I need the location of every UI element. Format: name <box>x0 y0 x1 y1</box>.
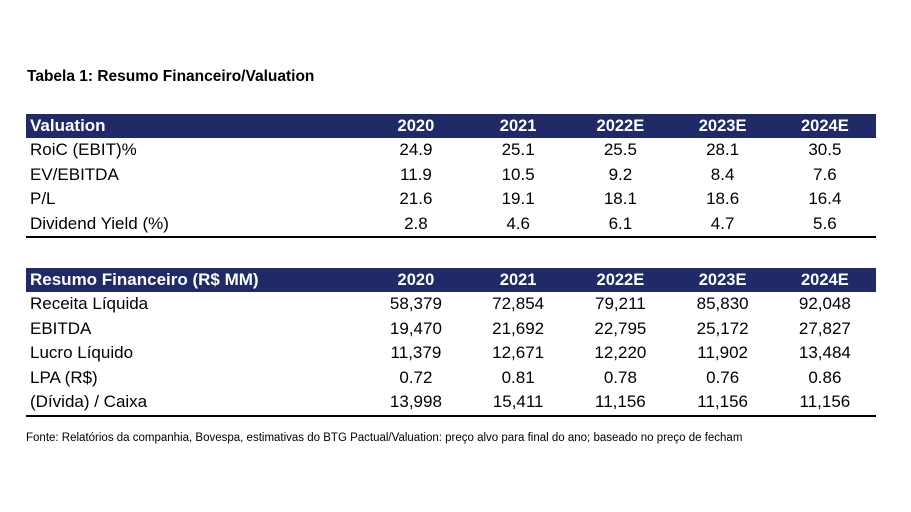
table-title: Tabela 1: Resumo Financeiro/Valuation <box>27 68 315 85</box>
cell-value: 0.72 <box>399 367 433 387</box>
table-row: Receita Líquida 58,379 72,854 79,211 85,… <box>26 292 876 317</box>
cell-value: 21.6 <box>399 189 433 209</box>
valuation-header-year: 2024E <box>801 116 849 135</box>
cell-value: 92,048 <box>798 294 851 314</box>
row-label: EV/EBITDA <box>30 164 119 184</box>
cell-value: 11.9 <box>400 164 432 184</box>
cell-value: 13,484 <box>798 343 851 363</box>
cell-value: 10.5 <box>501 164 535 184</box>
cell-value: 4.6 <box>467 211 570 238</box>
financial-header-year: 2023E <box>698 270 747 289</box>
table-row: (Dívida) / Caixa 13,998 15,411 11,156 11… <box>26 390 876 417</box>
row-label: Dividend Yield (%) <box>26 211 365 238</box>
financial-summary-table: Resumo Financeiro (R$ MM) 2020 2021 2022… <box>26 268 876 417</box>
cell-value: 0.78 <box>603 367 637 387</box>
row-label: P/L <box>30 189 56 209</box>
cell-value: 85,830 <box>696 294 749 314</box>
table-row: P/L 21.6 19.1 18.1 18.6 16.4 <box>26 187 876 212</box>
valuation-header-year: 2023E <box>698 116 747 135</box>
cell-value: 28.1 <box>706 140 740 160</box>
cell-value: 18.1 <box>603 189 637 209</box>
cell-value: 25,172 <box>696 318 749 338</box>
cell-value: 9.2 <box>608 164 633 184</box>
cell-value: 22,795 <box>594 318 647 338</box>
valuation-header-year: 2020 <box>397 116 435 135</box>
valuation-table: Valuation 2020 2021 2022E 2023E 2024E Ro… <box>26 114 876 238</box>
financial-header-label: Resumo Financeiro (R$ MM) <box>30 270 259 289</box>
valuation-header-label: Valuation <box>30 116 106 135</box>
cell-value: 0.81 <box>501 367 535 387</box>
cell-value: 12,671 <box>492 343 545 363</box>
cell-value: 25.5 <box>603 140 637 160</box>
cell-value: 11,156 <box>671 390 774 417</box>
cell-value: 5.6 <box>773 211 876 238</box>
cell-value: 72,854 <box>492 294 545 314</box>
cell-value: 18.6 <box>706 189 740 209</box>
cell-value: 21,692 <box>492 318 545 338</box>
cell-value: 8.4 <box>710 164 735 184</box>
cell-value: 24.9 <box>399 140 433 160</box>
cell-value: 0.76 <box>706 367 740 387</box>
valuation-header-year: 2021 <box>499 116 537 135</box>
cell-value: 4.7 <box>671 211 774 238</box>
cell-value: 6.1 <box>569 211 672 238</box>
cell-value: 15,411 <box>467 390 570 417</box>
cell-value: 19,470 <box>389 318 442 338</box>
row-label: Receita Líquida <box>30 294 149 314</box>
cell-value: 0.86 <box>808 367 842 387</box>
table-row: RoiC (EBIT)% 24.9 25.1 25.5 28.1 30.5 <box>26 138 876 163</box>
table-row: LPA (R$) 0.72 0.81 0.78 0.76 0.86 <box>26 366 876 391</box>
row-label: RoiC (EBIT)% <box>30 140 137 160</box>
cell-value: 79,211 <box>595 294 646 314</box>
row-label: EBITDA <box>30 318 92 338</box>
cell-value: 58,379 <box>389 294 442 314</box>
financial-header-row: Resumo Financeiro (R$ MM) 2020 2021 2022… <box>26 268 876 292</box>
row-label: Lucro Líquido <box>30 343 134 363</box>
cell-value: 2.8 <box>364 211 468 238</box>
cell-value: 25.1 <box>501 140 535 160</box>
cell-value: 19.1 <box>501 189 535 209</box>
table-row: EV/EBITDA 11.9 10.5 9.2 8.4 7.6 <box>26 163 876 188</box>
financial-header-year: 2021 <box>499 270 537 289</box>
cell-value: 30.5 <box>808 140 842 160</box>
financial-header-year: 2022E <box>596 270 645 289</box>
cell-value: 11,379 <box>390 343 442 363</box>
table-row: Lucro Líquido 11,379 12,671 12,220 11,90… <box>26 341 876 366</box>
cell-value: 27,827 <box>798 318 851 338</box>
cell-value: 11,902 <box>697 343 748 363</box>
table-row: EBITDA 19,470 21,692 22,795 25,172 27,82… <box>26 317 876 342</box>
cell-value: 7.6 <box>813 164 837 184</box>
valuation-header-row: Valuation 2020 2021 2022E 2023E 2024E <box>26 114 876 138</box>
row-label: (Dívida) / Caixa <box>26 390 365 417</box>
cell-value: 13,998 <box>364 390 468 417</box>
table-row: Dividend Yield (%) 2.8 4.6 6.1 4.7 5.6 <box>26 211 876 238</box>
source-footnote: Fonte: Relatórios da companhia, Bovespa,… <box>26 432 743 444</box>
cell-value: 12,220 <box>594 343 647 363</box>
cell-value: 16.4 <box>808 189 842 209</box>
financial-header-year: 2020 <box>397 270 435 289</box>
valuation-header-year: 2022E <box>596 116 645 135</box>
cell-value: 11,156 <box>773 390 876 417</box>
financial-header-year: 2024E <box>801 270 849 289</box>
row-label: LPA (R$) <box>30 367 98 387</box>
cell-value: 11,156 <box>569 390 672 417</box>
